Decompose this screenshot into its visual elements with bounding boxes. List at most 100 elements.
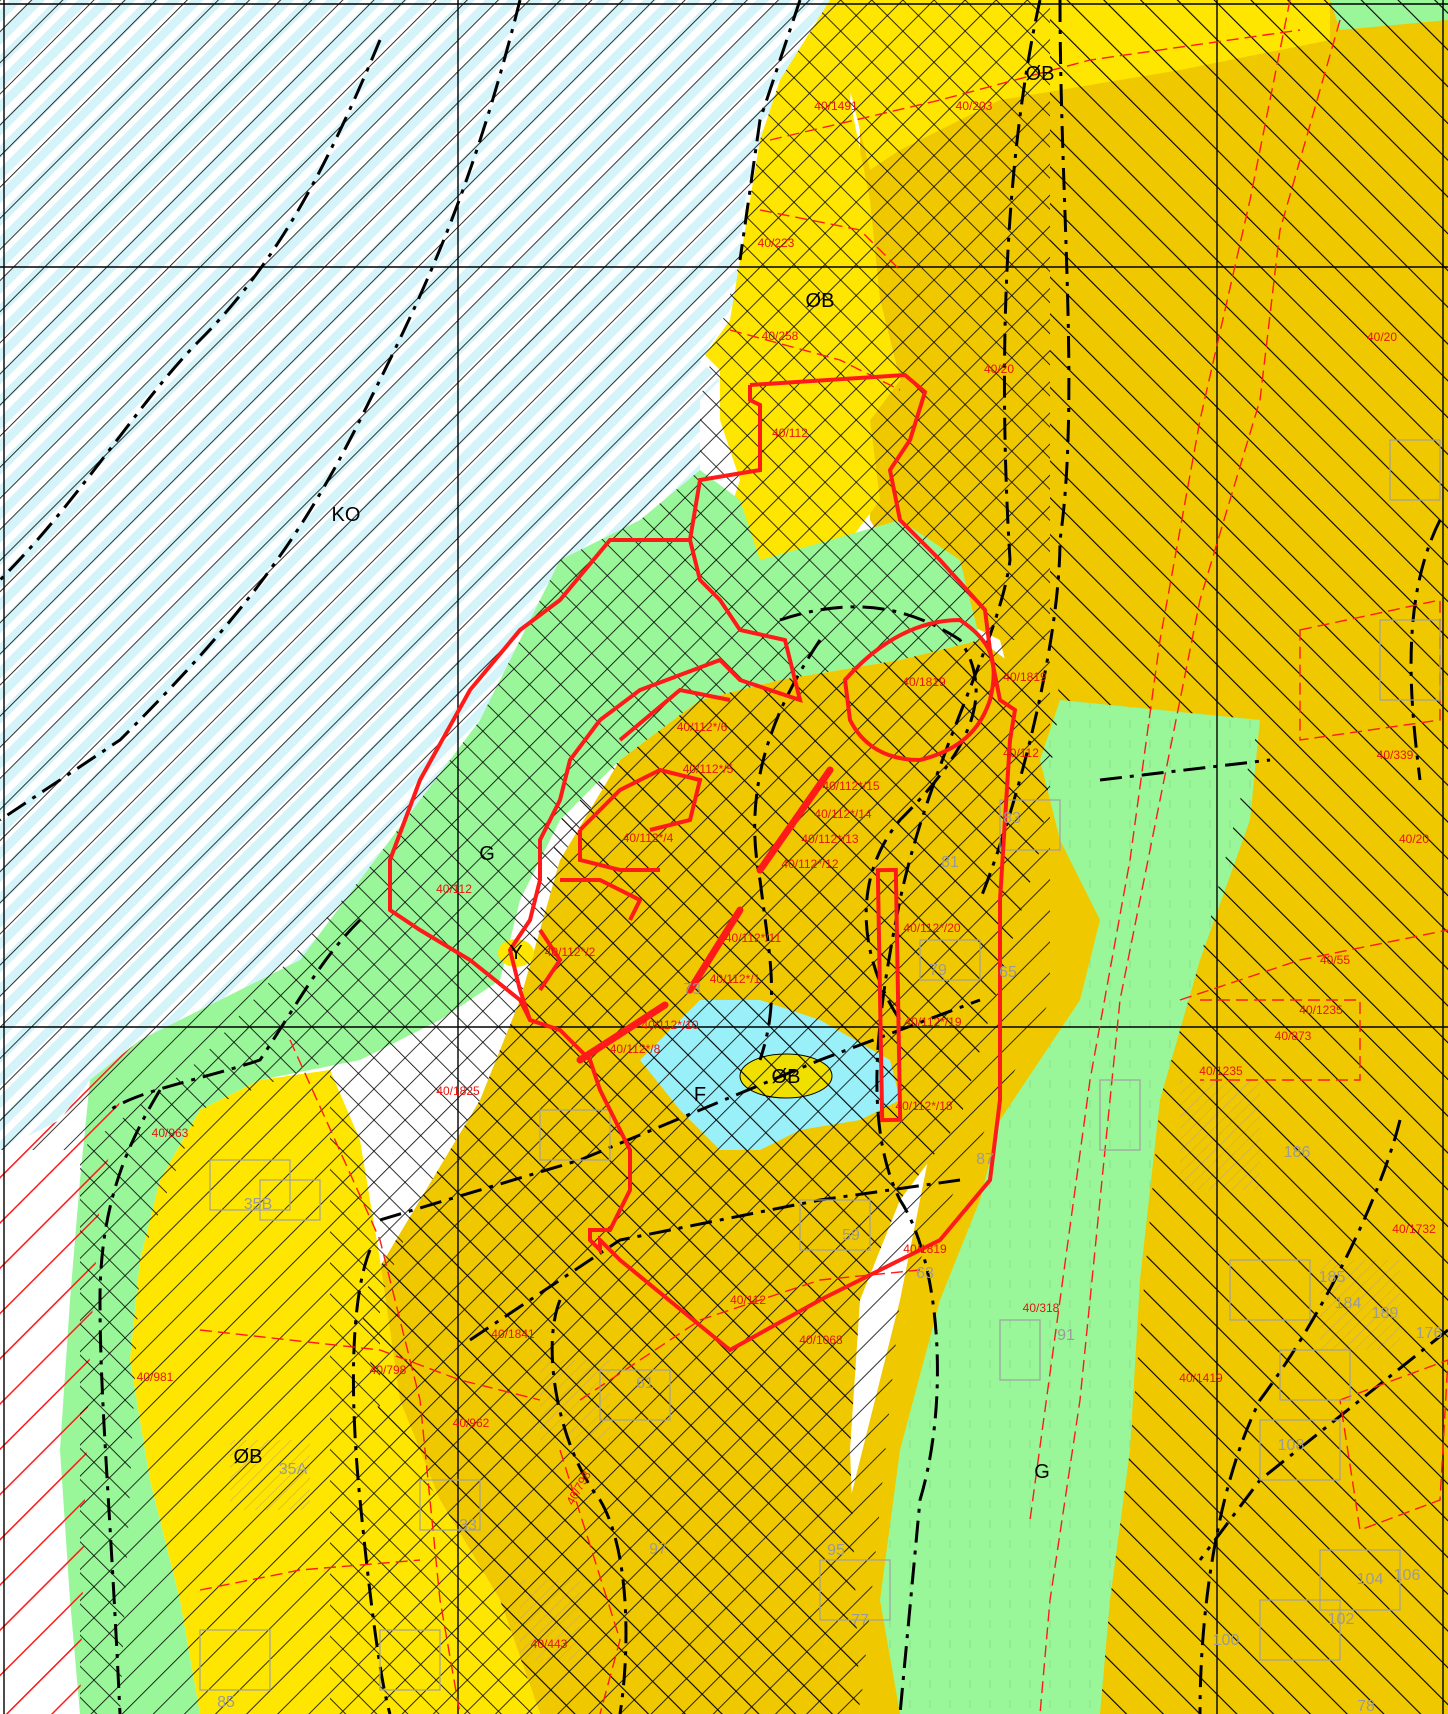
property-line-13	[579, 1269, 921, 1401]
parcel-label: 40/112*/1	[710, 972, 761, 986]
building-outline	[209, 1159, 291, 1211]
house-number: 73	[683, 981, 701, 998]
property-line-7	[199, 1329, 541, 1401]
parcel-label: 40/1068	[799, 1333, 843, 1347]
house-number: 186	[1284, 1144, 1311, 1161]
plan-strip-north	[875, 867, 903, 1123]
building-outline	[819, 1559, 891, 1621]
parcel-label: 40/1491	[814, 99, 858, 113]
parcel-label: 40/20	[1399, 832, 1429, 846]
plan-line	[576, 1001, 669, 1064]
parcel-label: 40/112	[436, 882, 472, 896]
zone-label-ob-mid: ØB	[806, 290, 835, 312]
house-numbers: 81 83 79 65 35B 73 59 87 186 185 184 189…	[217, 810, 1442, 1714]
house-number: 185	[1319, 1269, 1346, 1286]
boundary-east-2	[1409, 519, 1442, 781]
plan-line	[686, 906, 744, 994]
house-number: 91	[1057, 1327, 1075, 1344]
parcel-label: 40/20	[1367, 330, 1397, 344]
boundary-ko-west	[0, 39, 382, 582]
house-number: 102	[1328, 1611, 1355, 1628]
plan-inner-1	[618, 687, 731, 742]
parcel-label: 40/223	[758, 236, 795, 250]
house-number: 106	[1394, 1567, 1421, 1584]
parcel-label: 40/981	[137, 1370, 174, 1384]
boundary-sw-1	[98, 1089, 162, 1714]
house-number: 97	[649, 1541, 667, 1558]
parcel-label: 40/112*/19	[904, 1015, 961, 1029]
property-line-8	[199, 1559, 421, 1591]
parcel-label: 40/1841	[491, 1327, 535, 1341]
house-number: 33	[459, 1517, 477, 1534]
parcel-label: 40/112	[772, 426, 808, 440]
parcel-label: 40/112*/10	[641, 1018, 698, 1032]
building-outline	[1319, 1549, 1401, 1611]
zone-labels: KO G G Y F ØB ØB ØB ØB	[234, 63, 1055, 1483]
parcel-label: 40/112*/11	[725, 931, 782, 945]
building-outlines	[199, 439, 1441, 1691]
house-number: 77	[851, 1612, 869, 1629]
boundary-central-1	[738, 0, 802, 261]
building-outline	[259, 1179, 321, 1221]
house-number: 104	[1357, 1571, 1384, 1588]
property-line-6	[289, 1039, 461, 1714]
parcel-label: 40/55	[1320, 953, 1350, 967]
parcel-label: 40/1825	[436, 1084, 480, 1098]
property-line-10	[1299, 599, 1441, 741]
house-number: 81	[941, 854, 959, 871]
hatch-back-west	[80, 0, 1050, 1714]
building-outline	[379, 1629, 441, 1691]
parcel-label: 40/112	[1003, 746, 1039, 760]
boundary-diag-south-2	[469, 1178, 961, 1342]
house-number: 35A	[279, 1461, 308, 1478]
building-outline	[1259, 1419, 1341, 1481]
parcel-label: 40/962	[453, 1416, 490, 1430]
zone-label-ob-north: ØB	[1026, 63, 1055, 85]
parcel-label: 40/1419	[1179, 1371, 1223, 1385]
plan-inner-5	[538, 928, 563, 992]
parcel-label: 40/318	[1023, 1301, 1060, 1315]
parcel-label: 40/258	[762, 329, 799, 343]
building-outline	[999, 1319, 1041, 1381]
green-meadow-texture	[880, 700, 1260, 1714]
plan-inner-2	[578, 767, 703, 832]
plan-boundary	[388, 372, 1018, 1353]
parcel-label: 40/112*/13	[801, 832, 858, 846]
house-number: 63	[916, 1265, 934, 1282]
house-number: 83	[1003, 810, 1021, 827]
boundary-diagonal	[1099, 758, 1271, 782]
building-outline	[1229, 1259, 1311, 1321]
house-number: 100	[1213, 1632, 1240, 1649]
building-outline	[1389, 439, 1441, 501]
house-number: 79	[929, 962, 947, 979]
parcel-label: 40/1235	[1199, 1064, 1243, 1078]
house-number: 87	[976, 1151, 994, 1168]
zone-label-g-south: G	[1034, 1461, 1050, 1483]
parcel-label: 40/112*/12	[781, 857, 838, 871]
building-outline	[799, 1199, 871, 1251]
parcel-label: 40/1732	[1392, 1222, 1436, 1236]
zone-label-f: F	[694, 1084, 706, 1106]
property-lines	[199, 0, 1448, 1714]
house-number: 176	[1416, 1325, 1443, 1342]
house-number: 65	[999, 964, 1017, 981]
plan-boundary-main	[388, 372, 1018, 1353]
plan-inner-4	[560, 878, 643, 921]
parcel-label: 40/112	[730, 1293, 766, 1307]
property-line-11	[1200, 999, 1361, 1081]
parcel-label: 40/20	[984, 362, 1014, 376]
house-number: 184	[1335, 1295, 1362, 1312]
property-line-14	[559, 1449, 621, 1714]
house-number: 35B	[244, 1196, 272, 1213]
plan-lines	[576, 766, 834, 1064]
house-number: 78	[1357, 1698, 1375, 1714]
parcel-label: 40/443	[531, 1637, 568, 1651]
building-outline	[419, 1479, 481, 1531]
boundary-west-shore	[109, 918, 362, 1112]
parcel-labels: 40/1491 40/203 40/223 40/258 40/20 40/20…	[137, 99, 1436, 1651]
plan-inner-3	[578, 830, 660, 872]
house-number: 108	[1278, 1437, 1305, 1454]
parcel-label: 40/112*/6	[677, 720, 728, 734]
